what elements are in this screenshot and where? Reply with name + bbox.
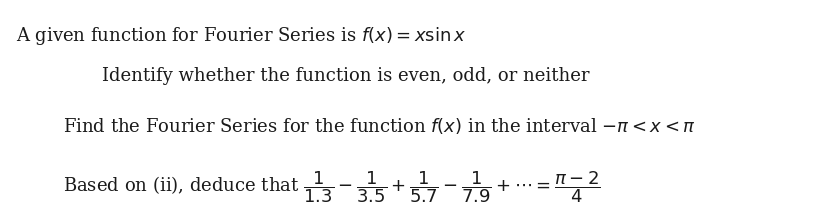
Text: Identify whether the function is even, odd, or neither: Identify whether the function is even, o… [102, 68, 589, 85]
Text: A given function for Fourier Series is $f(x) = x\sin x$: A given function for Fourier Series is $… [16, 25, 466, 47]
Text: Based on (ii), deduce that $\dfrac{1}{1.3} - \dfrac{1}{3.5} + \dfrac{1}{5.7} - \: Based on (ii), deduce that $\dfrac{1}{1.… [63, 169, 600, 205]
Text: Find the Fourier Series for the function $f(x)$ in the interval $-\pi < x < \pi$: Find the Fourier Series for the function… [63, 116, 695, 136]
